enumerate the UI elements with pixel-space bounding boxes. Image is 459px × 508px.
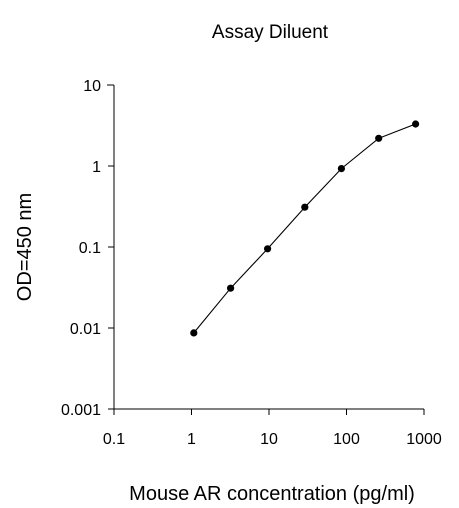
y-tick-label: 0.1 bbox=[79, 240, 101, 257]
y-axis-label: OD=450 nm bbox=[14, 193, 36, 301]
x-axis-label: Mouse AR concentration (pg/ml) bbox=[129, 483, 415, 505]
series-group bbox=[190, 120, 420, 337]
x-ticks: 0.1 1 10 100 1000 bbox=[103, 409, 442, 448]
y-tick-label: 10 bbox=[83, 78, 101, 95]
data-point bbox=[412, 120, 420, 128]
y-ticks: 0.001 0.01 0.1 1 10 bbox=[61, 78, 114, 419]
x-tick-label: 1 bbox=[187, 431, 196, 448]
data-point bbox=[264, 245, 272, 253]
data-point bbox=[375, 134, 383, 142]
x-tick-label: 1000 bbox=[406, 431, 442, 448]
data-point bbox=[337, 165, 345, 173]
x-tick-label: 10 bbox=[260, 431, 278, 448]
data-point bbox=[190, 329, 198, 337]
plot-area: 0.001 0.01 0.1 1 10 0.1 1 10 100 1000 bbox=[61, 78, 442, 448]
data-point bbox=[227, 284, 235, 292]
series-line bbox=[193, 123, 416, 334]
y-tick-label: 0.001 bbox=[61, 402, 101, 419]
y-tick-label: 1 bbox=[92, 159, 101, 176]
y-tick-label: 0.01 bbox=[70, 321, 101, 338]
chart-title: Assay Diluent bbox=[212, 22, 329, 43]
x-tick-label: 0.1 bbox=[103, 431, 125, 448]
x-tick-label: 100 bbox=[333, 431, 360, 448]
data-point bbox=[301, 203, 309, 211]
